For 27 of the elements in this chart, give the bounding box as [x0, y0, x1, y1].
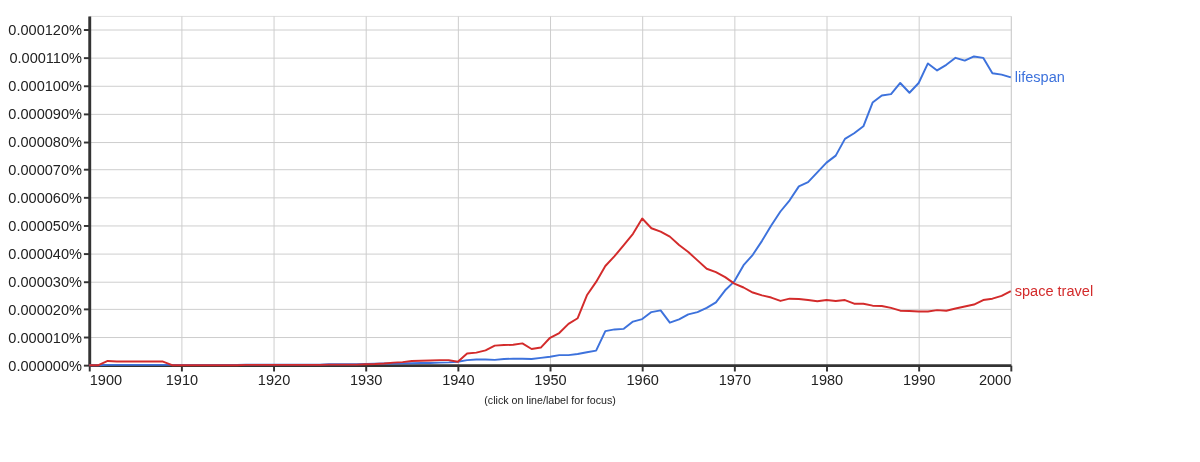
y-tick-label: 0.000120%	[8, 22, 83, 39]
y-tick-label: 0.000020%	[8, 301, 83, 318]
series-label: lifespan	[1014, 69, 1065, 86]
y-tick-label: 0.000110%	[9, 50, 83, 67]
x-tick-label: 1920	[257, 372, 291, 389]
text: (click on line/label for focus)	[484, 393, 616, 406]
y-tick-label: 0.000060%	[8, 189, 83, 206]
y-tick-label: 0.000010%	[8, 329, 83, 346]
series-label: space travel	[1014, 282, 1094, 299]
y-tick-label: 0.000080%	[8, 134, 83, 150]
y-tick-label: 0.000040%	[8, 245, 83, 262]
x-tick-label: 1940	[442, 372, 475, 389]
x-tick-label: 1930	[350, 372, 383, 389]
y-tick-label: 0.000070%	[8, 161, 83, 178]
x-tick-label: 1900	[89, 372, 123, 389]
x-tick-label: 1950	[534, 372, 567, 389]
x-tick-label: 1990	[902, 372, 936, 389]
x-tick-label: 2000	[978, 372, 1012, 389]
x-tick-label: 1970	[718, 372, 752, 389]
x-tick-label: 1960	[626, 372, 659, 389]
x-tick-label: 1980	[810, 372, 844, 389]
x-tick-label: 1910	[165, 372, 199, 389]
y-tick-label: 0.000100%	[8, 78, 83, 95]
y-tick-label: 0.000030%	[8, 273, 83, 290]
y-tick-label: 0.000000%	[8, 357, 83, 374]
y-tick-label: 0.000050%	[8, 217, 83, 234]
y-tick-label: 0.000090%	[8, 106, 83, 123]
